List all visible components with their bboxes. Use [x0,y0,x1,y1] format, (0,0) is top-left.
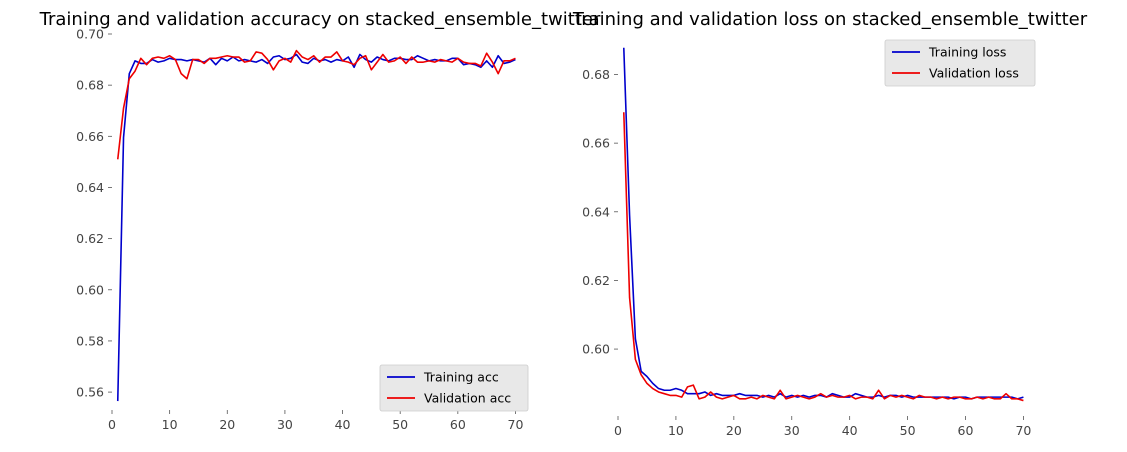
chart2-ytick-label: 0.68 [582,67,610,82]
chart1-ytick-label: 0.62 [76,231,104,246]
chart1-ytick-label: 0.66 [76,129,104,144]
chart2-ytick-label: 0.66 [582,136,610,151]
chart1-xtick-label: 10 [162,417,178,432]
chart2-legend-label: Training loss [928,45,1006,60]
chart1: Training and validation accuracy on stac… [39,9,601,432]
chart1-xtick-label: 70 [508,417,524,432]
chart2-xtick-label: 50 [900,423,916,438]
chart2-legend-label: Validation loss [929,66,1019,81]
chart2-xtick-label: 20 [726,423,742,438]
chart1-ytick-label: 0.58 [76,333,104,348]
chart1-xtick-label: 0 [108,417,116,432]
chart1-xtick-label: 40 [335,417,351,432]
chart1-legend-label: Training acc [423,370,499,385]
chart2-title: Training and validation loss on stacked_… [572,9,1088,30]
chart2-ytick-label: 0.62 [582,273,610,288]
chart2-series-validation-loss [622,112,1024,402]
chart1-legend-box [379,364,529,412]
chart2-xtick-label: 60 [958,423,974,438]
chart1-legend: Training acc Validation acc [379,364,529,412]
chart2-ytick-label: 0.60 [582,342,610,357]
chart1-ytick-label: 0.68 [76,78,104,93]
chart2-xtick-label: 10 [668,423,684,438]
chart1-ytick-label: 0.56 [76,385,104,400]
chart1-series-training-acc [116,53,516,402]
chart1-ytick-label: 0.60 [76,282,104,297]
chart1-xtick-label: 30 [277,417,293,432]
chart1-legend-label: Validation acc [424,391,511,406]
chart2-series-training-loss [622,47,1024,400]
chart2-xtick-label: 40 [842,423,858,438]
chart1-xtick-label: 60 [450,417,466,432]
chart1-ytick-label: 0.70 [76,27,104,42]
chart1-xtick-label: 20 [219,417,235,432]
chart1-xtick-label: 50 [392,417,408,432]
chart1-series-validation-acc [116,49,516,160]
chart2-ytick-label: 0.64 [582,204,610,219]
chart2-xtick-label: 0 [614,423,622,438]
chart2-legend: Training loss Validation loss [884,39,1036,87]
chart2: Training and validation loss on stacked_… [572,9,1088,438]
chart1-title: Training and validation accuracy on stac… [39,9,601,30]
chart2-legend-box [884,39,1036,87]
chart2-xtick-label: 30 [784,423,800,438]
chart1-ytick-label: 0.64 [76,180,104,195]
chart2-xtick-label: 70 [1015,423,1031,438]
